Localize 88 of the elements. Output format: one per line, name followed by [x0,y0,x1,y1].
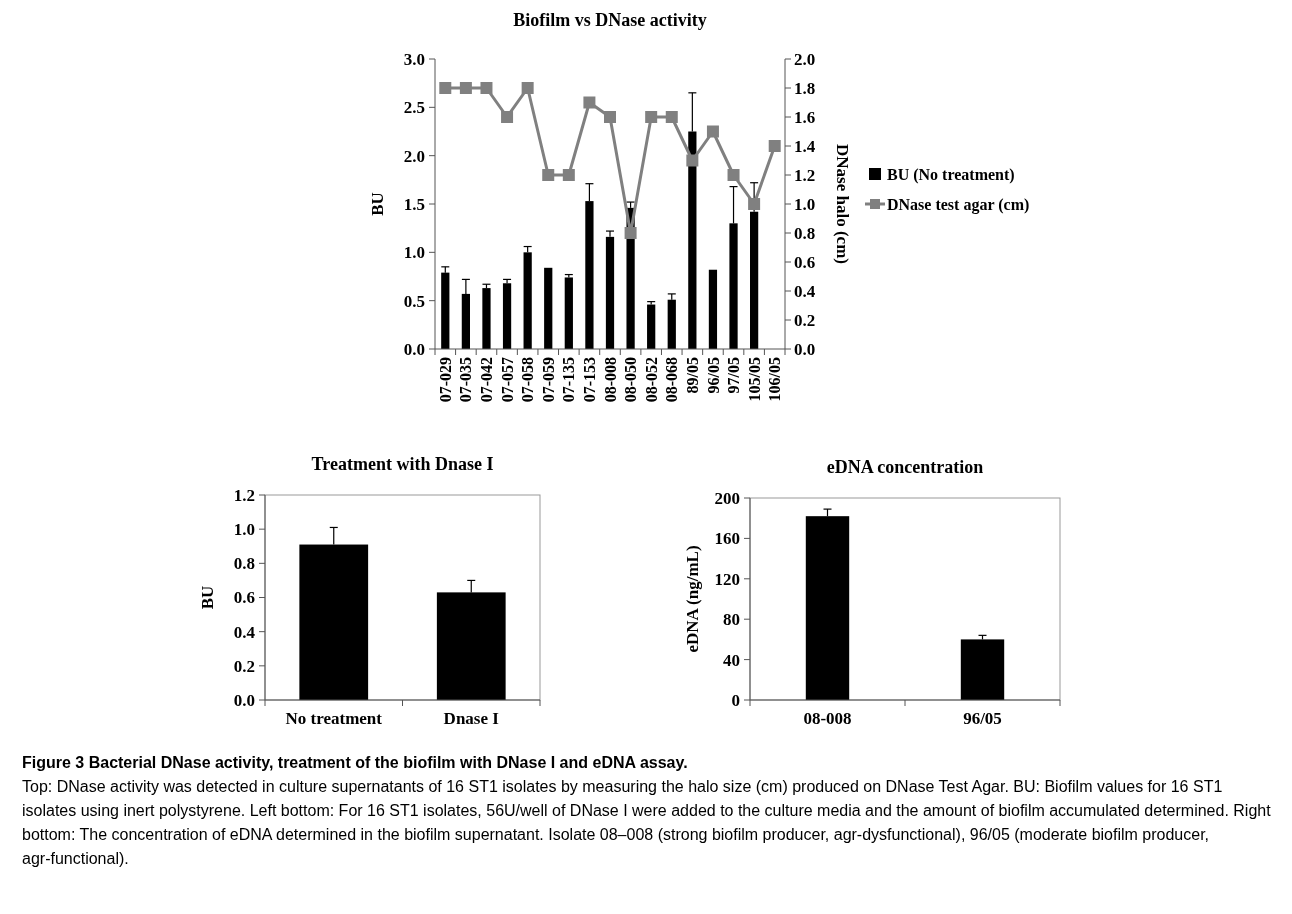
x-tick-label: Dnase I [443,709,500,728]
x-tick-label: 07-035 [457,357,475,403]
y-tick-label: 1.2 [233,485,255,505]
chart-title: Treatment with Dnase I [311,454,494,474]
bar [502,283,512,349]
chart-title: Biofilm vs DNase activity [513,10,707,30]
point [501,111,514,123]
x-tick-label: 08-008 [601,357,619,403]
legend-label: BU (No treatment) [887,165,1015,184]
point [480,82,493,94]
y2-tick-label: 0.2 [794,310,816,330]
y-tick-label: 0 [731,690,740,710]
y-axis-title: BU [368,192,387,216]
x-tick-label: 07-042 [478,357,496,403]
y2-tick-label: 2.0 [794,49,816,69]
y-tick-label: 0.0 [403,339,425,359]
y-tick-label: 0.6 [233,588,255,608]
y-tick-label: 1.0 [403,243,425,263]
y2-tick-label: 1.8 [794,78,816,98]
y2-tick-label: 0.4 [794,281,816,301]
x-tick-label: 07-057 [498,357,516,403]
point [748,198,761,210]
point [706,125,719,138]
y-axis-title: eDNA (ng/mL) [683,545,702,653]
y-tick-label: 40 [723,650,740,670]
y-tick-label: 0.0 [233,690,255,710]
point [583,96,596,109]
x-tick-label: 08-052 [642,357,660,403]
point [665,111,678,123]
x-tick-label: 07-135 [560,357,578,403]
x-tick-label: 105/05 [745,357,763,402]
bar [605,236,615,349]
point [521,82,534,94]
y-tick-label: 0.4 [233,622,256,642]
y-tick-label: 0.5 [403,291,425,311]
y-tick-label: 2.0 [403,146,425,166]
y-tick-label: 120 [714,569,740,589]
x-tick-label: 96/05 [704,357,722,394]
point [727,169,740,181]
text: Top: DNase activity was detected in culture supernatants of 16 ST1 isolates by measuring the halo size (cm) produced on DNase Test Agar. BU: Biofilm values for 16 ST1 isolates using inert polystyrene. Left bottom: For 16 ST1 isolates, 56U/well of DNase I were added to the culture media and the amount of biofilm accumulated determined. Right bottom: The concentration of eDNA determined in the biofilm supernatant. Isolate 08–008 (strong biofilm producer, agr-dysfunctional), 96/05 (moderate biofilm producer, agr-functional). [22,778,1272,867]
point [439,82,452,94]
bar [667,299,676,349]
y-tick-label: 2.5 [403,98,425,118]
y2-tick-label: 1.2 [794,165,816,185]
bar [482,288,491,349]
x-tick-label: 07-059 [539,357,557,403]
y-tick-label: 0.2 [233,656,255,676]
y2-tick-label: 0.6 [794,252,816,272]
y2-axis-title: DNase halo (cm) [833,144,852,264]
point [645,111,658,123]
x-tick-label: 106/05 [766,357,784,402]
y-tick-label: 3.0 [403,49,425,69]
x-tick-label: 08-068 [663,357,681,403]
x-tick-label: No treatment [285,709,383,728]
point [768,140,781,152]
y2-tick-label: 0.8 [794,223,816,243]
bar [564,277,573,349]
caption: Figure 3 Bacterial DNase activity, treatment of the biofilm with DNase I and eDNA assay. [22,754,688,771]
point [604,111,616,123]
y-axis-title: BU [198,585,217,610]
legend-label: DNase test agar (cm) [887,195,1030,214]
y2-tick-label: 1.6 [794,107,816,127]
x-tick-label: 07-153 [581,357,599,403]
y2-tick-label: 1.4 [794,136,816,156]
y-tick-label: 0.8 [233,554,255,574]
x-tick-label: 08-008 [803,709,852,728]
y-tick-label: 80 [723,610,740,630]
x-tick-label: 89/05 [683,357,701,394]
chart-title: eDNA concentration [826,457,984,477]
y2-tick-label: 1.0 [794,194,816,214]
x-tick-label: 96/05 [963,709,1002,728]
y-tick-label: 1.5 [403,194,425,214]
point [459,82,472,94]
y2-tick-label: 0.0 [794,339,816,359]
bar [647,304,656,349]
bar [544,267,553,349]
point [542,169,555,181]
y-tick-label: 1.0 [233,520,255,540]
x-tick-label: 97/05 [725,357,743,394]
x-tick-label: 07-058 [519,357,537,403]
point [562,169,575,181]
bar [708,269,718,349]
y-tick-label: 160 [714,529,740,549]
point [686,154,699,167]
x-tick-label: 08-050 [622,357,640,403]
y-tick-label: 200 [714,488,740,508]
x-tick-label: 07-029 [436,357,454,403]
point [624,227,637,239]
